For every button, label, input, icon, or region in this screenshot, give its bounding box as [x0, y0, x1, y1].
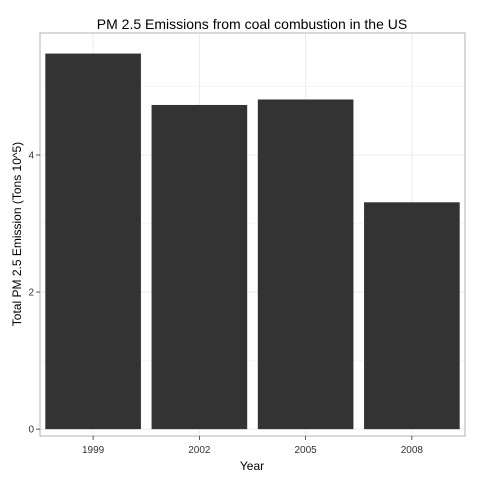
- x-tick-label: 1999: [82, 445, 105, 456]
- y-axis: 0 2 4: [28, 150, 40, 436]
- x-tick-label: 2005: [295, 445, 318, 456]
- bar-2005: [257, 99, 354, 430]
- y-tick-label: 0: [28, 425, 34, 436]
- bar-2002: [151, 104, 248, 430]
- y-axis-title: Total PM 2.5 Emission (Tons 10^5): [10, 142, 24, 326]
- x-axis-title: Year: [240, 459, 264, 473]
- panel-border: [39, 32, 466, 437]
- bar-2008: [364, 202, 460, 430]
- bar-1999: [45, 53, 141, 430]
- x-tick-label: 2002: [188, 445, 211, 456]
- chart-title: PM 2.5 Emissions from coal combustion in…: [97, 16, 407, 32]
- y-tick-label: 4: [28, 150, 34, 161]
- x-tick-label: 2008: [401, 445, 424, 456]
- y-tick-label: 2: [28, 288, 34, 299]
- x-axis: 1999 2002 2005 2008: [82, 436, 423, 456]
- bars: [45, 53, 460, 430]
